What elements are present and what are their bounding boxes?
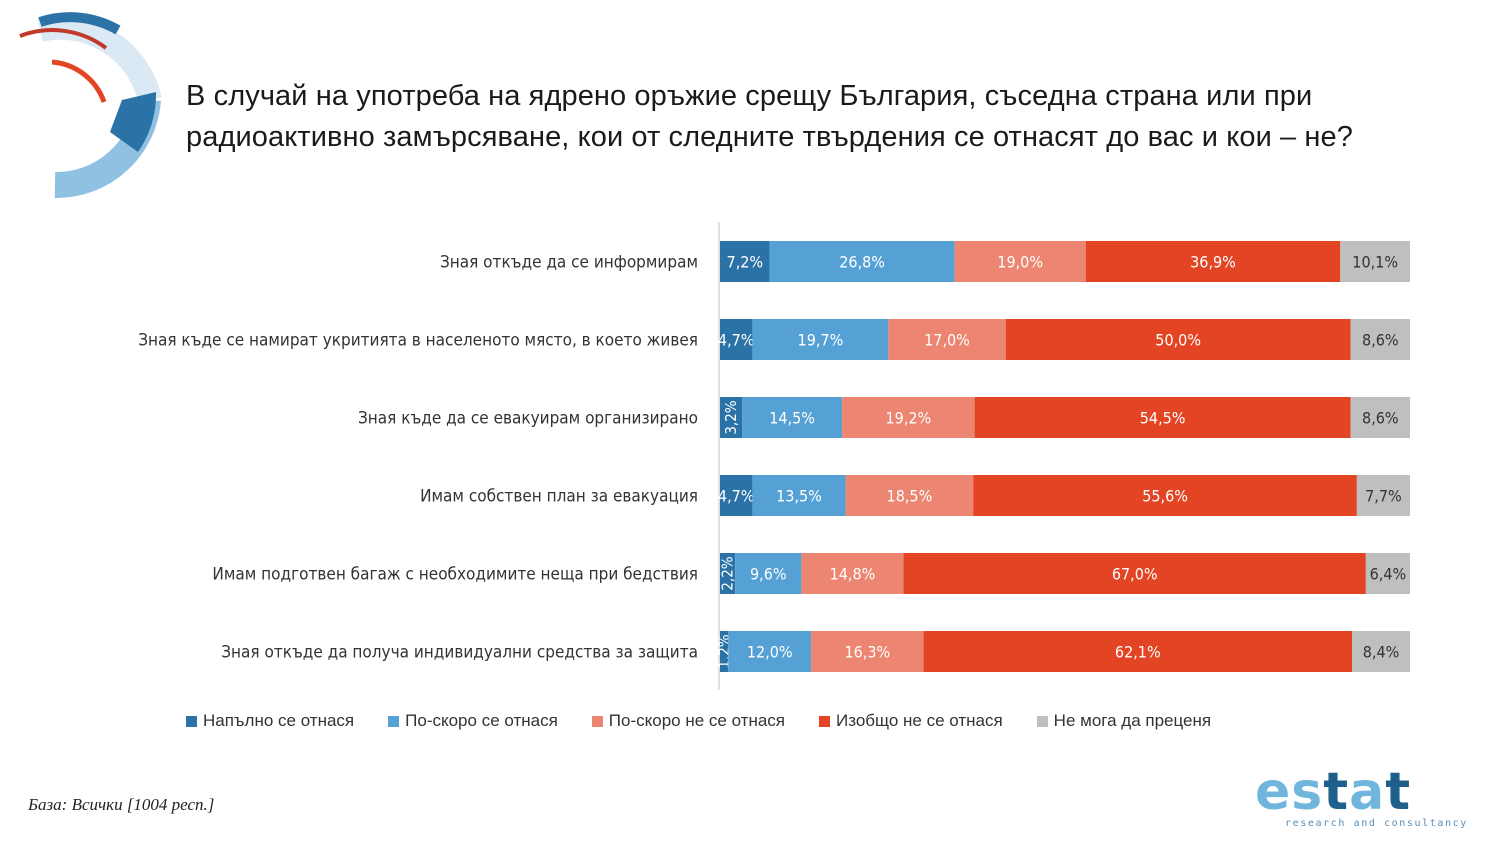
estat-logo-letter: t: [1323, 762, 1350, 822]
data-label: 2,2%: [719, 556, 737, 590]
data-label: 19,7%: [798, 331, 844, 350]
data-label: 8,6%: [1362, 331, 1399, 350]
data-label: 14,5%: [769, 409, 815, 428]
bar-segment: [720, 475, 753, 516]
bar-segment: [1085, 241, 1341, 282]
bar-segment: [752, 475, 846, 516]
legend-swatch: [186, 715, 197, 727]
bar-segment: [1352, 631, 1410, 672]
estat-logo-letter: s: [1291, 762, 1324, 822]
bar-segment: [720, 319, 753, 360]
legend-swatch: [388, 715, 400, 727]
data-label: 8,6%: [1362, 409, 1399, 428]
bar-segment: [720, 241, 770, 282]
bar-segment: [954, 241, 1086, 282]
legend-item: Не мога да преценя: [1036, 711, 1212, 731]
estat-logo-letter: t: [1385, 762, 1412, 822]
legend-swatch: [819, 715, 831, 727]
data-label: 14,8%: [830, 565, 876, 584]
data-label: 19,0%: [997, 253, 1043, 272]
legend-label: Напълно се отнася: [203, 711, 355, 730]
data-label: 4,7%: [718, 487, 755, 506]
bar-segment: [888, 319, 1006, 360]
category-label: Зная откъде да се информирам: [440, 253, 698, 273]
bar-segment: [720, 553, 736, 594]
data-label: 19,2%: [886, 409, 932, 428]
data-label: 62,1%: [1115, 643, 1161, 662]
bar-segment: [720, 631, 729, 672]
legend-label: Изобщо не се отнася: [836, 711, 1003, 730]
data-label: 8,4%: [1363, 643, 1400, 662]
category-label: Имам подготвен багаж с необходимите неща…: [212, 565, 698, 585]
bar-segment: [742, 397, 843, 438]
data-label: 67,0%: [1112, 565, 1158, 584]
data-label: 4,7%: [718, 331, 755, 350]
data-label: 26,8%: [839, 253, 885, 272]
category-label: Имам собствен план за евакуация: [420, 487, 698, 507]
legend-item: По-скоро се отнася: [388, 711, 558, 731]
data-label: 7,7%: [1365, 487, 1402, 506]
chart-title: В случай на употреба на ядрено оръжие ср…: [186, 76, 1466, 158]
bar-segment: [1005, 319, 1351, 360]
bar-segment: [1350, 319, 1410, 360]
data-label: 7,2%: [727, 253, 764, 272]
data-label: 12,0%: [747, 643, 793, 662]
data-label: 55,6%: [1142, 487, 1188, 506]
chart-title-line-1: В случай на употреба на ядрено оръжие ср…: [186, 80, 1313, 112]
bar-segment: [974, 397, 1351, 438]
estat-logo-tagline: research and consultancy: [1285, 818, 1468, 829]
base-note: База: Всички [1004 респ.]: [28, 795, 215, 814]
data-label: 13,5%: [776, 487, 822, 506]
bar-segment: [1356, 475, 1410, 516]
category-label: Зная откъде да получа индивидуални средс…: [221, 643, 698, 663]
bar-segment: [1340, 241, 1410, 282]
bar-segment: [735, 553, 802, 594]
data-label: 9,6%: [750, 565, 787, 584]
bar-segment: [811, 631, 924, 672]
estat-logo-letter: e: [1255, 762, 1292, 822]
bar-segment: [842, 397, 975, 438]
data-label: 50,0%: [1155, 331, 1201, 350]
bar-segment: [728, 631, 812, 672]
legend-label: По-скоро не се отнася: [608, 711, 786, 730]
bar-segment: [752, 319, 889, 360]
legend-item: Изобщо не се отнася: [819, 711, 1003, 731]
data-label: 6,4%: [1370, 565, 1407, 584]
data-label: 17,0%: [924, 331, 970, 350]
estat-logo-letter: a: [1349, 762, 1386, 822]
data-label: 3,2%: [722, 400, 740, 434]
bar-segment: [903, 553, 1366, 594]
bar-segment: [845, 475, 974, 516]
data-label: 36,9%: [1190, 253, 1236, 272]
legend-swatch: [591, 715, 603, 727]
data-label: 10,1%: [1352, 253, 1398, 272]
bar-segment: [1350, 397, 1410, 438]
bar-segment: [923, 631, 1353, 672]
category-label: Зная къде да се евакуирам организирано: [358, 409, 698, 429]
legend-swatch: [1036, 715, 1048, 727]
chart-title-line-2: радиоактивно замърсяване, кои от следнит…: [186, 121, 1354, 153]
estat-logo: estat research and consultancy: [1255, 762, 1475, 832]
legend-item: По-скоро не се отнася: [591, 711, 786, 731]
bar-segment: [973, 475, 1357, 516]
bar-segment: [801, 553, 904, 594]
legend-label: Не мога да преценя: [1053, 711, 1212, 730]
legend-item: Напълно се отнася: [186, 711, 354, 731]
data-label: 18,5%: [887, 487, 933, 506]
data-label: 54,5%: [1140, 409, 1186, 428]
data-label: 16,3%: [844, 643, 890, 662]
bar-segment: [720, 397, 743, 438]
bar-segment: [769, 241, 955, 282]
legend-label: По-скоро се отнася: [405, 711, 558, 730]
estat-logo-wordmark: estat: [1255, 762, 1411, 822]
estat-arc-emblem: [19, 12, 162, 199]
bar-segment: [1365, 553, 1410, 594]
category-label: Зная къде се намират укритията в населен…: [138, 331, 698, 351]
chart-legend: Напълно се отнася По-скоро се отнася По-ск…: [186, 708, 1245, 734]
